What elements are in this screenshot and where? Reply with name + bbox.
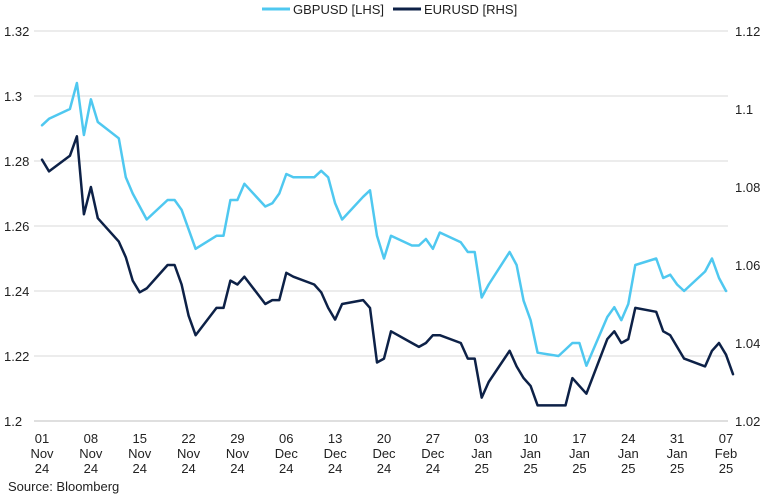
x-tick-label: Jan: [618, 446, 639, 461]
legend: GBPUSD [LHS] EURUSD [RHS]: [262, 2, 517, 17]
x-tick-label: 13: [328, 431, 342, 446]
right-tick-label: 1.08: [735, 180, 760, 195]
x-tick-label: Jan: [520, 446, 541, 461]
left-tick-label: 1.26: [4, 219, 29, 234]
left-tick-label: 1.24: [4, 284, 29, 299]
x-tick-label: Nov: [226, 446, 250, 461]
x-tick-label: 24: [377, 461, 391, 476]
x-tick-label: 24: [426, 461, 440, 476]
x-tick-label: Nov: [79, 446, 103, 461]
right-tick-label: 1.02: [735, 414, 760, 429]
x-tick-label: 22: [181, 431, 195, 446]
x-tick-label: Jan: [667, 446, 688, 461]
series-line-eurusd: [40, 135, 735, 407]
x-tick-label: 10: [523, 431, 537, 446]
x-tick-label: Dec: [324, 446, 348, 461]
x-tick-label: 03: [474, 431, 488, 446]
x-tick-label: 29: [230, 431, 244, 446]
x-tick-label: 15: [132, 431, 146, 446]
x-tick-label: 25: [474, 461, 488, 476]
x-tick-label: 24: [230, 461, 244, 476]
x-tick-label: 24: [328, 461, 342, 476]
x-tick-label: Feb: [715, 446, 737, 461]
x-tick-label: 07: [719, 431, 733, 446]
right-tick-label: 1.1: [735, 102, 753, 117]
left-tick-label: 1.32: [4, 24, 29, 39]
x-tick-label: 25: [670, 461, 684, 476]
right-tick-label: 1.12: [735, 24, 760, 39]
gridlines: [34, 30, 728, 422]
legend-label-gbpusd: GBPUSD [LHS]: [293, 2, 384, 17]
x-tick-label: Jan: [569, 446, 590, 461]
right-axis-ticks: 1.02 1.04 1.06 1.08 1.1 1.12: [735, 24, 760, 429]
left-tick-label: 1.28: [4, 154, 29, 169]
x-tick-label: 24: [181, 461, 195, 476]
x-tick-label: 31: [670, 431, 684, 446]
x-tick-label: Dec: [421, 446, 445, 461]
left-tick-label: 1.2: [4, 414, 22, 429]
right-tick-label: 1.06: [735, 258, 760, 273]
x-tick-label: 25: [572, 461, 586, 476]
x-tick-label: 24: [621, 431, 635, 446]
left-axis-ticks: 1.2 1.22 1.24 1.26 1.28 1.3 1.32: [4, 24, 29, 429]
x-tick-label: 25: [621, 461, 635, 476]
x-tick-label: 25: [523, 461, 537, 476]
x-tick-label: 27: [426, 431, 440, 446]
x-tick-label: 24: [279, 461, 293, 476]
x-tick-label: 20: [377, 431, 391, 446]
x-tick-label: 06: [279, 431, 293, 446]
x-tick-label: Jan: [471, 446, 492, 461]
x-tick-label: Nov: [30, 446, 54, 461]
x-tick-label: 08: [84, 431, 98, 446]
x-tick-label: 24: [84, 461, 98, 476]
x-tick-label: 17: [572, 431, 586, 446]
x-tick-label: Nov: [177, 446, 201, 461]
legend-label-eurusd: EURUSD [RHS]: [424, 2, 517, 17]
series-lines: [40, 81, 735, 407]
x-tick-label: 25: [719, 461, 733, 476]
right-tick-label: 1.04: [735, 336, 760, 351]
source-note: Source: Bloomberg: [8, 479, 119, 494]
x-tick-label: 01: [35, 431, 49, 446]
x-axis-ticks: 01Nov2408Nov2415Nov2422Nov2429Nov2406Dec…: [30, 431, 737, 476]
left-tick-label: 1.22: [4, 349, 29, 364]
x-tick-label: 24: [35, 461, 49, 476]
left-tick-label: 1.3: [4, 89, 22, 104]
x-tick-label: Dec: [372, 446, 396, 461]
series-line-gbpusd: [40, 81, 728, 367]
x-tick-label: 24: [132, 461, 146, 476]
x-tick-label: Nov: [128, 446, 152, 461]
x-tick-label: Dec: [275, 446, 299, 461]
